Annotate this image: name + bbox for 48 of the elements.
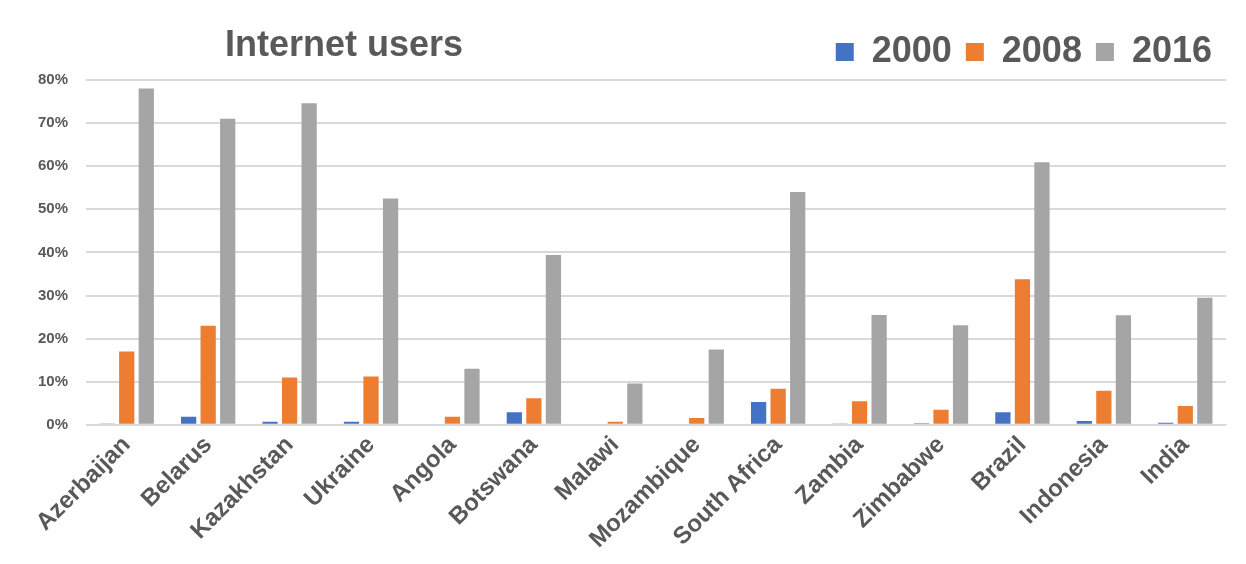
bar: [1034, 162, 1050, 424]
bar: [343, 421, 360, 424]
bar: [1197, 297, 1213, 424]
y-tick-label: 30%: [37, 285, 69, 303]
bar: [627, 383, 643, 424]
y-tick-label: 10%: [37, 371, 69, 389]
bar: [933, 409, 949, 424]
legend-label: 2016: [1131, 28, 1213, 70]
bar: [281, 377, 298, 424]
legend-label: 2008: [1001, 28, 1082, 70]
bar: [138, 88, 154, 424]
bar: [200, 325, 216, 424]
bar: [119, 351, 135, 424]
y-tick-label: 20%: [37, 328, 69, 346]
bar: [1115, 315, 1132, 424]
bar: [181, 416, 197, 424]
bar: [995, 412, 1011, 424]
bar: [871, 314, 887, 424]
bar: [301, 103, 317, 424]
bar: [1177, 405, 1193, 424]
bar: [750, 402, 767, 424]
chart-title: Internet users: [225, 22, 464, 64]
bar: [363, 376, 379, 424]
y-tick-label: 40%: [37, 242, 69, 260]
bar: [851, 401, 868, 424]
bar: [1076, 420, 1092, 424]
y-tick-label: 60%: [37, 156, 69, 174]
y-tick-label: 0%: [46, 415, 69, 433]
bar: [262, 421, 278, 424]
bar: [506, 412, 522, 424]
bar: [545, 255, 562, 424]
bar: [1096, 390, 1112, 424]
bar: [952, 325, 969, 424]
y-tick-label: 80%: [37, 70, 69, 88]
bar: [444, 416, 461, 424]
bar: [790, 192, 806, 424]
y-tick-label: 70%: [37, 113, 69, 131]
legend-label: 2000: [871, 28, 952, 70]
bar: [607, 421, 623, 424]
bar: [689, 417, 705, 424]
bar: [382, 198, 399, 424]
bar: [526, 398, 542, 424]
bar: [708, 349, 724, 424]
bar: [1014, 279, 1031, 424]
bar: [220, 118, 236, 424]
y-tick-label: 50%: [37, 199, 69, 217]
bar: [770, 388, 786, 424]
bar: [464, 368, 480, 424]
